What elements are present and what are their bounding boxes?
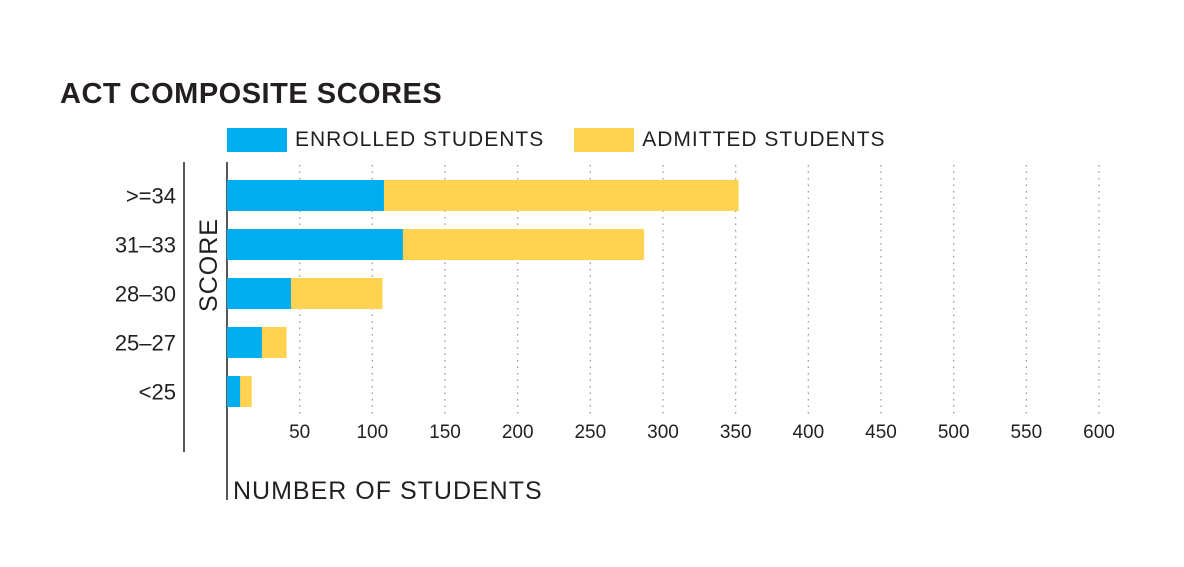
bar-enrolled (227, 229, 403, 260)
category-label: 31–33 (115, 233, 176, 258)
legend: ENROLLED STUDENTS ADMITTED STUDENTS (227, 128, 916, 152)
x-tick-label: 100 (356, 422, 388, 443)
x-tick-label: 600 (1083, 422, 1115, 443)
y-categories: >=34 31–33 28–30 25–27 <25 (115, 184, 176, 405)
category-label: <25 (139, 380, 176, 405)
category-label: >=34 (126, 184, 176, 209)
bars (227, 180, 739, 407)
category-label: 28–30 (115, 282, 176, 307)
y-axis-title: SCORE (195, 218, 223, 312)
x-tick-label: 450 (865, 422, 897, 443)
x-tick-label: 400 (792, 422, 824, 443)
x-tick-label: 300 (647, 422, 679, 443)
x-axis-title: NUMBER OF STUDENTS (233, 477, 543, 505)
x-tick-label: 200 (502, 422, 534, 443)
legend-swatch-admitted (574, 128, 635, 152)
x-tick-label: 350 (720, 422, 752, 443)
x-ticks: 50 100 150 200 250 300 350 400 450 500 550 600 (289, 422, 1115, 443)
legend-item-enrolled: ENROLLED STUDENTS (227, 128, 544, 152)
x-tick-label: 500 (938, 422, 970, 443)
bar-enrolled (227, 180, 384, 211)
category-label: 25–27 (115, 331, 176, 356)
x-tick-label: 150 (429, 422, 461, 443)
legend-item-admitted: ADMITTED STUDENTS (574, 128, 885, 152)
x-tick-label: 50 (289, 422, 310, 443)
legend-label-enrolled: ENROLLED STUDENTS (295, 128, 545, 151)
chart-title: ACT COMPOSITE SCORES (60, 78, 443, 110)
legend-swatch-enrolled (227, 128, 287, 152)
legend-label-admitted: ADMITTED STUDENTS (642, 128, 886, 151)
bar-enrolled (227, 327, 262, 358)
bar-enrolled (227, 278, 291, 309)
x-tick-label: 550 (1010, 422, 1042, 443)
x-tick-label: 250 (574, 422, 606, 443)
bar-enrolled (227, 376, 241, 407)
